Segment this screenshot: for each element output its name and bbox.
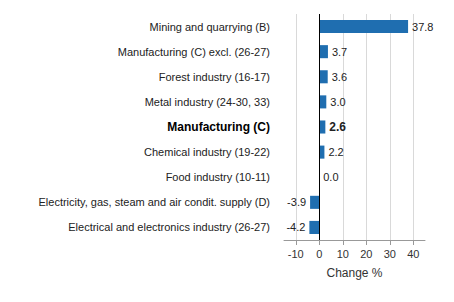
svg-text:Electrical and electronics ind: Electrical and electronics industry (26-…: [68, 221, 270, 233]
svg-text:Food industry (10-11): Food industry (10-11): [166, 171, 270, 183]
svg-text:-4.2: -4.2: [286, 221, 305, 233]
svg-text:2.2: 2.2: [328, 146, 343, 158]
svg-text:Manufacturing (C) excl. (26-27: Manufacturing (C) excl. (26-27): [118, 46, 270, 58]
svg-text:Forest industry (16-17): Forest industry (16-17): [159, 71, 270, 83]
svg-text:Chemical industry (19-22): Chemical industry (19-22): [144, 146, 270, 158]
svg-text:20: 20: [360, 248, 372, 260]
svg-text:3.6: 3.6: [332, 71, 347, 83]
svg-text:Change %: Change %: [326, 266, 382, 280]
svg-text:-3.9: -3.9: [287, 196, 306, 208]
svg-text:37.8: 37.8: [412, 21, 433, 33]
svg-text:30: 30: [384, 248, 396, 260]
svg-text:Metal industry (24-30, 33): Metal industry (24-30, 33): [145, 96, 270, 108]
svg-text:3.7: 3.7: [332, 46, 347, 58]
svg-text:40: 40: [407, 248, 419, 260]
svg-text:Mining and quarrying (B): Mining and quarrying (B): [150, 21, 270, 33]
svg-text:0: 0: [316, 248, 322, 260]
svg-text:-10: -10: [288, 248, 304, 260]
svg-text:3.0: 3.0: [330, 96, 345, 108]
svg-text:2.6: 2.6: [329, 120, 346, 134]
svg-text:Manufacturing (C): Manufacturing (C): [167, 120, 270, 134]
svg-text:Electricity, gas, steam and ai: Electricity, gas, steam and air condit. …: [39, 196, 271, 208]
svg-text:10: 10: [337, 248, 349, 260]
svg-text:0.0: 0.0: [323, 171, 338, 183]
